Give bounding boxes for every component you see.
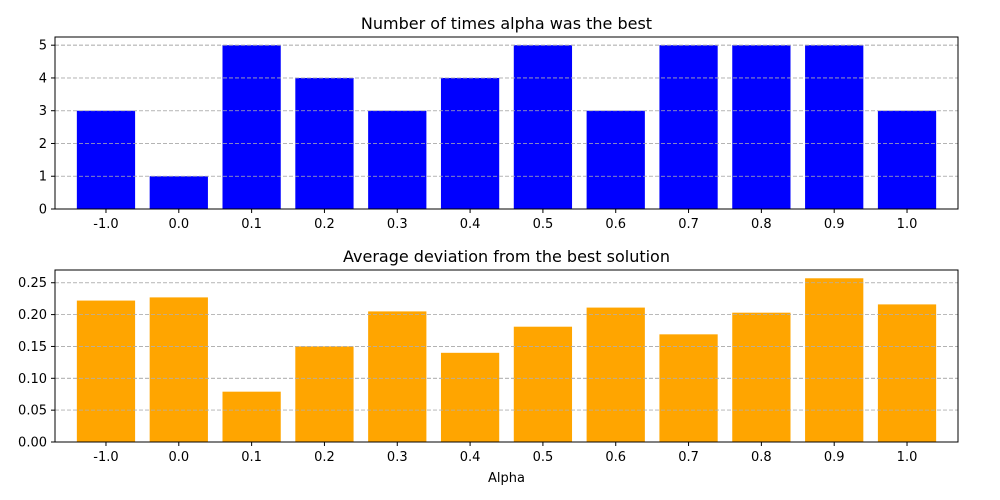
x-tick-label: 0.4 (460, 217, 481, 232)
x-tick-label: 0.3 (387, 217, 408, 232)
x-tick-label: 0.6 (605, 450, 626, 465)
bar-0.3 (368, 311, 427, 442)
chart-alpha-best-count: Number of times alpha was the best 0 1 2 3 4… (39, 14, 959, 232)
y-tick-label: 3 (39, 104, 47, 119)
x-tick-label: 1.0 (897, 450, 918, 465)
y-tick-label: 5 (39, 39, 47, 54)
y-tick-label: 0.15 (18, 340, 47, 355)
bar-0.2 (295, 346, 354, 442)
y-tick-label: 0 (39, 203, 47, 218)
bar-0.5 (513, 45, 573, 209)
chart-title: Average deviation from the best solution (343, 247, 670, 266)
y-tick-label: 2 (39, 137, 47, 152)
bar-0.9 (805, 278, 864, 442)
x-tick-label: 0.8 (751, 450, 772, 465)
bar-0.6 (586, 307, 645, 442)
x-tick-label: 0.7 (678, 217, 699, 232)
bar-0.4 (440, 352, 500, 442)
chart-average-deviation: Average deviation from the best solution… (18, 247, 959, 486)
bar-0.5 (513, 326, 573, 442)
x-tick-label: -1.0 (93, 450, 118, 465)
x-tick-label: -1.0 (93, 217, 118, 232)
x-tick-label: 0.5 (533, 217, 554, 232)
x-tick-label: 1.0 (897, 217, 918, 232)
x-tick-label: 0.5 (533, 450, 554, 465)
x-tick-label: 0.0 (168, 450, 189, 465)
bar-0.1 (222, 391, 281, 442)
bar-0.6 (586, 110, 645, 209)
bar-1.0 (877, 110, 937, 209)
x-tick-label: 0.6 (605, 217, 626, 232)
bar-0.8 (732, 45, 791, 209)
bar-0.9 (805, 45, 864, 209)
bar-0.7 (659, 45, 718, 209)
bar-0.1 (222, 45, 281, 209)
grid-overlay (55, 282, 958, 443)
bar-0.7 (659, 334, 718, 442)
plot-frame (54, 269, 959, 443)
x-tick-label: 0.4 (460, 450, 481, 465)
x-axis-label: Alpha (488, 471, 525, 486)
x-tick-label: 0.0 (168, 217, 189, 232)
y-tick-label: 0.10 (18, 372, 47, 387)
y-tick-label: 1 (39, 170, 47, 185)
bar--1.0 (76, 110, 136, 209)
x-tick-label: 0.1 (241, 217, 262, 232)
x-tick-label: 0.2 (314, 450, 335, 465)
x-tick-label: 0.9 (824, 450, 845, 465)
x-tick-label: 0.7 (678, 450, 699, 465)
y-tick-label: 4 (39, 71, 47, 86)
x-tick-label: 0.1 (241, 450, 262, 465)
y-tick-label: 0.20 (18, 308, 47, 323)
bar-1.0 (877, 304, 937, 442)
bar-0.8 (732, 312, 791, 442)
y-tick-label: 0.00 (18, 436, 47, 451)
x-tick-label: 0.8 (751, 217, 772, 232)
bars (76, 45, 937, 209)
y-tick-label: 0.25 (18, 276, 47, 291)
x-tick-label: 0.9 (824, 217, 845, 232)
chart-title: Number of times alpha was the best (361, 14, 652, 33)
x-tick-label: 0.2 (314, 217, 335, 232)
bars (76, 278, 937, 442)
bar--1.0 (76, 300, 136, 442)
plot-frame (54, 36, 959, 210)
bar-0.0 (149, 297, 208, 442)
bar-0.0 (149, 176, 208, 209)
y-tick-label: 0.05 (18, 404, 47, 419)
bar-0.3 (368, 110, 427, 209)
x-tick-label: 0.3 (387, 450, 408, 465)
